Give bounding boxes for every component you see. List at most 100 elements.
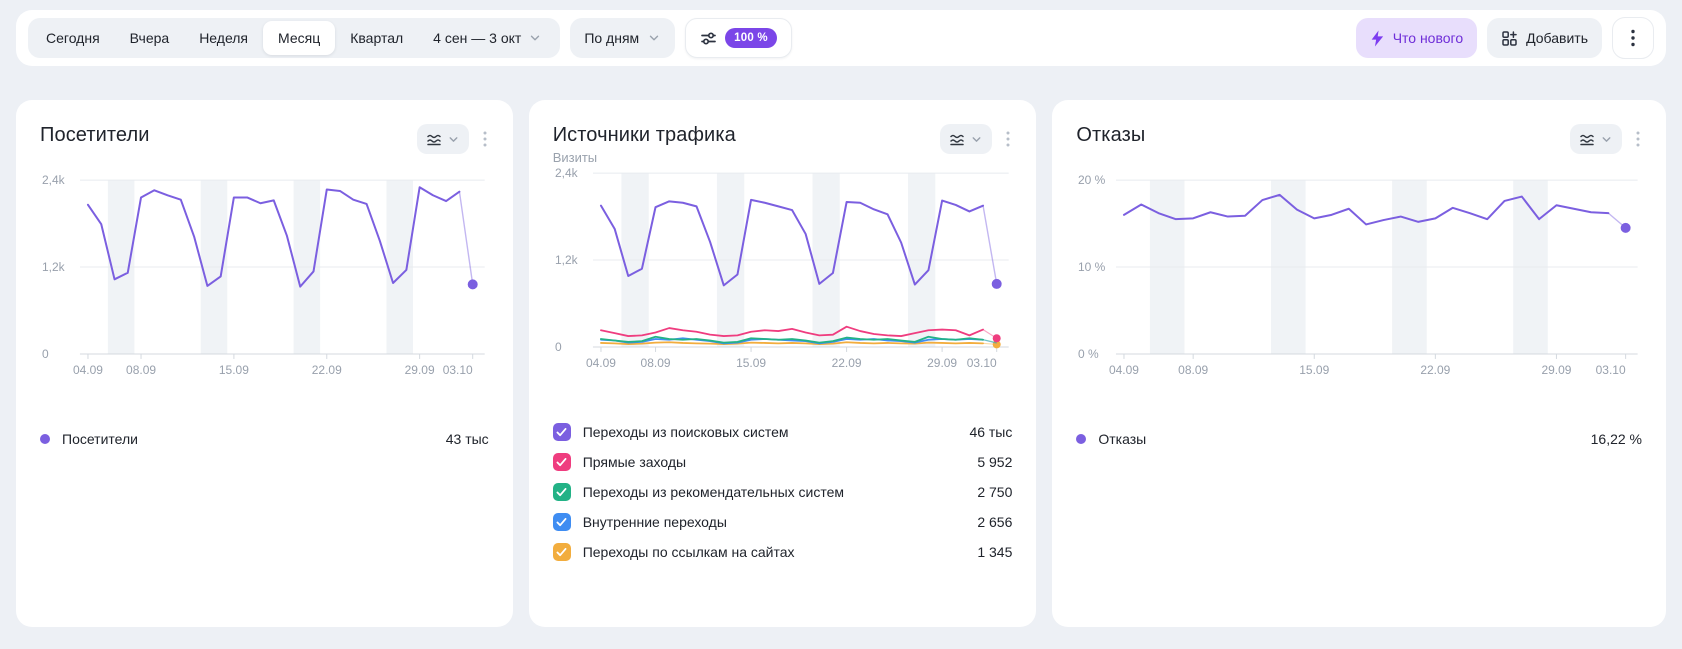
chart-legend: Посетители 43 тыс bbox=[40, 424, 489, 454]
legend-checkbox-checked[interactable] bbox=[552, 513, 571, 531]
grid-plus-icon bbox=[1501, 30, 1518, 47]
widgets-grid: Посетители bbox=[16, 100, 1666, 627]
granularity-select[interactable]: По дням bbox=[570, 18, 676, 58]
chart-type-button[interactable] bbox=[940, 124, 993, 154]
chevron-down-icon bbox=[447, 133, 460, 146]
y-axis-label: 1,2k bbox=[555, 253, 579, 267]
chart-legend: Переходы из поисковых систем 46 тыс Прямые… bbox=[552, 417, 1013, 567]
legend-value: 2 750 bbox=[977, 484, 1013, 500]
y-axis-label: 0 % bbox=[1078, 347, 1099, 361]
widget-header: Отказы bbox=[1076, 124, 1642, 158]
legend-item[interactable]: Внутренние переходы 2 656 bbox=[552, 507, 1013, 537]
series-line bbox=[599, 198, 984, 287]
legend-label: Внутренние переходы bbox=[582, 514, 727, 530]
legend-checkbox-checked[interactable] bbox=[552, 543, 571, 561]
traffic-sources-line-chart[interactable]: 2,4k 1,2k 0 04.09 08.09 15.09 22.09 29.09 03.10 bbox=[553, 165, 1013, 401]
widget-menu-button[interactable] bbox=[1004, 129, 1012, 149]
x-axis-label: 22.09 bbox=[312, 363, 342, 377]
legend-item[interactable]: Прямые заходы 5 952 bbox=[552, 447, 1013, 477]
period-tab-month[interactable]: Месяц bbox=[263, 21, 336, 55]
last-point-marker bbox=[992, 340, 1001, 349]
wavy-lines-icon bbox=[426, 132, 442, 146]
legend-label: Отказы bbox=[1098, 431, 1147, 447]
series-line-partial bbox=[458, 191, 474, 285]
x-axis-label: 29.09 bbox=[927, 356, 957, 370]
legend-item[interactable]: Посетители 43 тыс bbox=[40, 424, 489, 454]
period-switcher: Сегодня Вчера Неделя Месяц Квартал 4 сен… bbox=[28, 18, 561, 58]
whats-new-button[interactable]: Что нового bbox=[1355, 18, 1478, 58]
x-axis-label: 03.10 bbox=[443, 363, 473, 377]
y-axis-label: 20 % bbox=[1078, 173, 1106, 187]
toolbar-menu-button[interactable] bbox=[1612, 17, 1654, 59]
lightning-bolt-icon bbox=[1370, 30, 1385, 47]
series-line bbox=[599, 325, 984, 337]
x-axis-label: 15.09 bbox=[219, 363, 249, 377]
legend-value: 16,22 % bbox=[1590, 431, 1642, 447]
legend-dot bbox=[1076, 434, 1087, 444]
legend-value: 46 тыс bbox=[969, 424, 1013, 440]
y-axis-label: 0 bbox=[555, 340, 562, 354]
x-axis-label: 29.09 bbox=[405, 363, 435, 377]
date-range-select[interactable]: 4 сен — 3 окт bbox=[418, 21, 557, 55]
chevron-down-icon bbox=[528, 31, 542, 45]
legend-item[interactable]: Переходы из рекомендательных систем 2 750 bbox=[552, 477, 1013, 507]
chart-type-button[interactable] bbox=[416, 124, 469, 154]
chart-area: 2,4k 1,2k 0 04.09 08.09 15.09 22.09 29.09 03.10 bbox=[40, 172, 489, 408]
visitors-line-chart[interactable]: 2,4k 1,2k 0 04.09 08.09 15.09 22.09 29.09 03.10 bbox=[40, 172, 489, 408]
chart-area: 20 % 10 % 0 % 04.09 08.09 15.09 22.09 29.09 03.1… bbox=[1076, 172, 1642, 408]
x-axis-label: 04.09 bbox=[73, 363, 103, 377]
widget-actions bbox=[940, 124, 1012, 154]
period-tab-today[interactable]: Сегодня bbox=[31, 21, 115, 55]
x-axis-label: 29.09 bbox=[1542, 363, 1572, 377]
x-axis-label: 03.10 bbox=[966, 356, 996, 370]
widget-menu-button[interactable] bbox=[481, 129, 489, 149]
sampling-badge: 100 % bbox=[725, 28, 777, 48]
widget-menu-button[interactable] bbox=[1634, 129, 1642, 149]
last-point-marker bbox=[1621, 222, 1632, 233]
period-tab-quarter[interactable]: Квартал bbox=[335, 21, 418, 55]
last-point-marker bbox=[467, 279, 478, 290]
widget-title: Посетители bbox=[40, 124, 150, 146]
period-tab-week[interactable]: Неделя bbox=[184, 21, 263, 55]
chevron-down-icon bbox=[970, 133, 983, 146]
sliders-icon bbox=[700, 30, 717, 47]
x-axis-label: 04.09 bbox=[1109, 363, 1139, 377]
chevron-down-icon bbox=[647, 31, 661, 45]
legend-item[interactable]: Переходы из поисковых систем 46 тыс bbox=[552, 417, 1013, 447]
series-line bbox=[1123, 193, 1610, 226]
series-line bbox=[599, 341, 984, 345]
x-axis-label: 22.09 bbox=[1421, 363, 1451, 377]
period-tab-yesterday[interactable]: Вчера bbox=[115, 21, 185, 55]
legend-checkbox-checked[interactable] bbox=[552, 423, 571, 441]
legend-value: 2 656 bbox=[977, 514, 1013, 530]
widget-visitors: Посетители bbox=[16, 100, 513, 627]
add-widget-button[interactable]: Добавить bbox=[1487, 18, 1602, 58]
legend-value: 5 952 bbox=[977, 454, 1013, 470]
chart-area: 2,4k 1,2k 0 04.09 08.09 15.09 22.09 29.09 03.10 bbox=[553, 165, 1013, 401]
legend-item[interactable]: Отказы 16,22 % bbox=[1076, 424, 1642, 454]
legend-label: Переходы из рекомендательных систем bbox=[582, 484, 845, 500]
wavy-lines-icon bbox=[949, 132, 965, 146]
series-line-partial bbox=[982, 339, 997, 344]
x-axis-label: 08.09 bbox=[640, 356, 670, 370]
bounces-line-chart[interactable]: 20 % 10 % 0 % 04.09 08.09 15.09 22.09 29.09 03.1… bbox=[1076, 172, 1642, 408]
widget-title: Отказы bbox=[1076, 124, 1146, 146]
legend-value: 1 345 bbox=[977, 544, 1013, 560]
series-line-partial bbox=[982, 205, 998, 285]
whats-new-label: Что нового bbox=[1392, 30, 1464, 46]
legend-label: Переходы по ссылкам на сайтах bbox=[582, 544, 795, 560]
legend-item[interactable]: Переходы по ссылкам на сайтах 1 345 bbox=[552, 537, 1013, 567]
y-axis-label: 0 bbox=[42, 347, 49, 361]
legend-value: 43 тыс bbox=[445, 431, 489, 447]
widget-header: Источники трафика Визиты bbox=[553, 124, 1013, 165]
chart-type-button[interactable] bbox=[1570, 124, 1622, 154]
widget-actions bbox=[1570, 124, 1642, 154]
sampling-settings-button[interactable]: 100 % bbox=[685, 18, 792, 58]
widget-title: Источники трафика bbox=[552, 124, 736, 146]
series-line bbox=[86, 186, 461, 288]
y-axis-label: 2,4k bbox=[555, 166, 579, 180]
legend-checkbox-checked[interactable] bbox=[552, 453, 571, 471]
legend-checkbox-checked[interactable] bbox=[552, 483, 571, 501]
x-axis-label: 08.09 bbox=[126, 363, 156, 377]
widget-actions bbox=[416, 124, 489, 154]
